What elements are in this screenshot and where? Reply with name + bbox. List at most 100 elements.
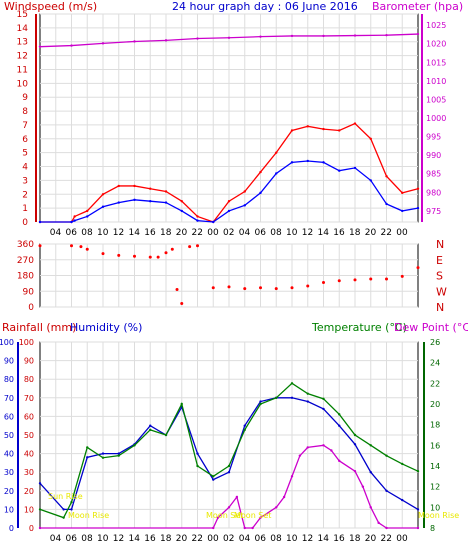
point-humidity [227, 471, 231, 474]
x-tick-label: 20 [176, 534, 188, 544]
point-humidity [306, 400, 309, 403]
moon-label-rise1: Sun Rise [48, 492, 83, 501]
baro-y-tick-label: 990 [426, 151, 441, 160]
point-wind_avg [275, 151, 278, 154]
dir-y-tick-label: 180 [17, 272, 34, 282]
baro-y-tick-label: 1005 [426, 95, 446, 104]
point-humidity [62, 508, 65, 511]
x-tick-label: 20 [365, 534, 377, 544]
chart-marks: 04 06 08 10 12 14 16 18 20 22 00 02 04 06 08 10 12 14 16 18… [0, 10, 447, 544]
point-wind_avg [306, 125, 309, 128]
dir-point [170, 247, 174, 251]
dir-point [385, 277, 388, 281]
point-wind_avg [338, 129, 341, 132]
dir-point [353, 278, 357, 282]
humidity-y-tick-label: 50 [4, 431, 14, 440]
x-tick-label: 08 [270, 228, 282, 238]
point-wind_avg [149, 187, 152, 190]
x-tick-label: 02 [223, 534, 234, 544]
x-tick-label: 12 [113, 228, 124, 238]
x-tick-label: 04 [50, 228, 62, 238]
wind-y-tick-label: 13 [17, 38, 28, 48]
point-dewpoint [330, 449, 333, 452]
humidity-y-tick-label: 70 [4, 394, 14, 403]
moon-label-rise2: Moon Rise [68, 511, 109, 520]
point-humidity [212, 478, 215, 481]
point-wind_avg [86, 209, 89, 213]
point-wind_gust [338, 169, 341, 172]
point-dewpoint [235, 495, 239, 499]
point-wind_gust [73, 219, 76, 222]
point-temperature [290, 382, 294, 385]
point-wind_gust [275, 172, 278, 175]
point-temperature [227, 464, 231, 468]
point-wind_gust [416, 206, 420, 210]
x-tick-label: 06 [255, 228, 267, 238]
moon-label-rise3: Moon Rise [418, 511, 459, 520]
temp-y-tick-label: 12 [430, 483, 440, 492]
dir-y-tick-label: 0 [28, 303, 34, 313]
point-wind_avg [243, 190, 246, 193]
baro-y-tick-label: 985 [426, 170, 441, 179]
point-humidity [70, 508, 73, 511]
wind-y-tick-label: 10 [17, 79, 29, 89]
rainfall-y-tick-label: 60 [24, 412, 34, 421]
x-tick-label: 20 [365, 228, 377, 238]
baro-y-tick-label: 1025 [426, 21, 446, 30]
point-wind_gust [101, 205, 105, 208]
x-tick-label: 04 [50, 534, 62, 544]
dir-compass-label: N [436, 238, 444, 251]
temp-y-tick-label: 24 [430, 359, 440, 368]
dir-compass-label: W [436, 285, 447, 298]
x-tick-label: 12 [113, 534, 124, 544]
point-dewpoint [377, 521, 380, 525]
x-tick-label: 16 [333, 534, 345, 544]
point-humidity [243, 424, 246, 427]
dir-point [175, 288, 179, 291]
point-barometer [385, 33, 388, 37]
dir-y-tick-label: 90 [23, 287, 35, 297]
point-wind_gust [164, 201, 168, 204]
point-temperature [101, 456, 105, 459]
wind-axis-title: Windspeed (m/s) [4, 0, 97, 13]
point-temperature [243, 428, 246, 432]
point-dewpoint [306, 446, 309, 449]
point-temperature [369, 444, 372, 447]
point-temperature [117, 454, 120, 457]
point-barometer [164, 39, 168, 42]
baro-y-tick-label: 1000 [426, 114, 446, 123]
point-temperature [275, 396, 278, 399]
point-dewpoint [369, 506, 372, 509]
humidity-y-tick-label: 30 [4, 468, 14, 477]
dir-compass-label: S [436, 270, 443, 283]
point-temperature [149, 428, 152, 432]
point-dewpoint [416, 526, 420, 530]
dir-point [133, 254, 136, 258]
x-tick-label: 18 [160, 534, 172, 544]
point-wind_gust [149, 200, 152, 203]
rainfall-y-tick-label: 70 [24, 394, 34, 403]
point-dewpoint [385, 526, 388, 530]
x-tick-label: 10 [286, 228, 298, 238]
point-temperature [196, 464, 199, 468]
point-wind_gust [180, 209, 183, 213]
x-tick-label: 06 [66, 228, 78, 238]
point-wind_gust [117, 201, 120, 204]
point-barometer [322, 34, 325, 38]
point-barometer [133, 40, 136, 43]
point-temperature [416, 469, 420, 473]
point-humidity [259, 400, 262, 403]
temp-y-tick-label: 22 [430, 379, 440, 388]
point-barometer [38, 45, 42, 48]
point-humidity [338, 424, 341, 427]
point-temperature [212, 475, 215, 478]
wind-y-tick-label: 14 [17, 24, 29, 34]
dir-y-tick-label: 360 [17, 240, 34, 250]
x-tick-label: 14 [318, 534, 330, 544]
point-wind_gust [133, 198, 136, 202]
x-tick-label: 06 [255, 534, 267, 544]
point-humidity [353, 443, 357, 446]
point-dewpoint [290, 475, 294, 478]
point-dewpoint [275, 506, 278, 509]
barometer-axis-title: Barometer (hpa) [372, 0, 463, 13]
